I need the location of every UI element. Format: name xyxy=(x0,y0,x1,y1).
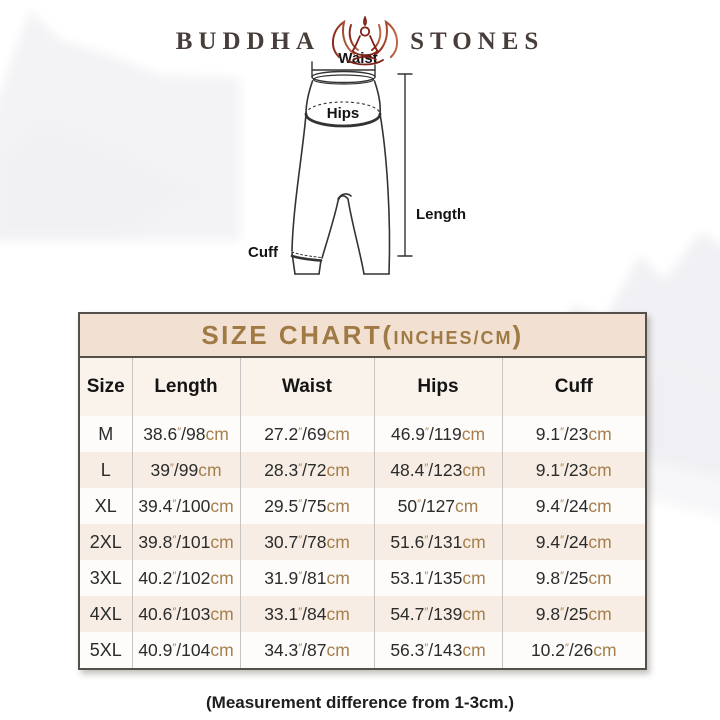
length-cell: 38.6″/98cm xyxy=(131,416,240,452)
pants-measurement-diagram: Waist Hips Length Cuff xyxy=(240,46,475,296)
table-row: 4XL 40.6″/103cm 33.1″/84cm 54.7″/139cm 9.8″/… xyxy=(80,596,645,632)
length-cell: 40.9″/104cm xyxy=(131,632,240,668)
measurement-footnote: (Measurement difference from 1-3cm.) xyxy=(206,693,514,712)
size-chart-title: SIZE CHART(INCHES/CM) xyxy=(80,314,645,358)
cuff-cell: 9.4″/24cm xyxy=(501,488,645,524)
size-cell: 2XL xyxy=(89,531,122,552)
hips-label: Hips xyxy=(327,105,360,122)
lotus-meditation-icon xyxy=(332,16,399,66)
length-cell: 39.4″/100cm xyxy=(131,488,240,524)
cuff-cell: 9.8″/25cm xyxy=(501,560,645,596)
waist-cell: 33.1″/84cm xyxy=(239,596,374,632)
hips-cell: 46.9″/119cm xyxy=(373,416,502,452)
table-row: L 39″/99cm 28.3″/72cm 48.4″/123cm 9.1″/23cm xyxy=(80,452,645,488)
brand-name-left: BUDDHA xyxy=(175,28,321,55)
size-table-header-row: Size Length Waist Hips Cuff xyxy=(80,358,645,416)
size-chart-title-main: SIZE CHART( xyxy=(201,320,394,350)
size-chart: SIZE CHART(INCHES/CM) Size Length Waist Hip… xyxy=(78,312,647,670)
cuff-cell: 9.8″/25cm xyxy=(501,596,645,632)
size-cell: 3XL xyxy=(89,567,122,588)
length-cell: 39.8″/101cm xyxy=(131,524,240,560)
cuff-cell: 9.1″/23cm xyxy=(501,452,645,488)
column-header-waist: Waist xyxy=(239,358,374,416)
length-cell: 40.2″/102cm xyxy=(131,560,240,596)
cuff-cell: 10.2″/26cm xyxy=(501,632,645,668)
column-header-hips: Hips xyxy=(373,358,502,416)
hips-cell: 48.4″/123cm xyxy=(373,452,502,488)
size-cell: M xyxy=(98,423,114,444)
waist-cell: 31.9″/81cm xyxy=(239,560,374,596)
waist-cell: 28.3″/72cm xyxy=(239,452,374,488)
cuff-label: Cuff xyxy=(248,244,279,261)
waist-cell: 29.5″/75cm xyxy=(239,488,374,524)
waist-cell: 30.7″/78cm xyxy=(239,524,374,560)
length-cell: 40.6″/103cm xyxy=(131,596,240,632)
length-label: Length xyxy=(416,206,466,223)
table-row: XL 39.4″/100cm 29.5″/75cm 50″/127cm 9.4″/24c… xyxy=(80,488,645,524)
brand-logo: BUDDHA STONES xyxy=(0,16,720,68)
size-chart-title-units: INCHES/CM xyxy=(393,328,513,348)
table-row: 5XL 40.9″/104cm 34.3″/87cm 56.3″/143cm 10.2″… xyxy=(80,632,645,668)
column-header-length: Length xyxy=(131,358,240,416)
cuff-cell: 9.1″/23cm xyxy=(501,416,645,452)
hips-cell: 56.3″/143cm xyxy=(373,632,502,668)
length-cell: 39″/99cm xyxy=(131,452,240,488)
size-cell: 4XL xyxy=(89,603,122,624)
hips-cell: 54.7″/139cm xyxy=(373,596,502,632)
table-row: M 38.6″/98cm 27.2″/69cm 46.9″/119cm 9.1″/23c… xyxy=(80,416,645,452)
size-chart-title-close: ) xyxy=(512,320,524,350)
brand-name-right: STONES xyxy=(410,28,545,55)
size-cell: L xyxy=(100,459,111,480)
table-row: 3XL 40.2″/102cm 31.9″/81cm 53.1″/135cm 9.8″/… xyxy=(80,560,645,596)
size-cell: 5XL xyxy=(89,639,122,660)
column-header-cuff: Cuff xyxy=(501,358,645,416)
hips-cell: 51.6″/131cm xyxy=(373,524,502,560)
size-table: Size Length Waist Hips Cuff M 38.6″/98cm 27.2″… xyxy=(80,358,645,668)
hips-cell: 50″/127cm xyxy=(373,488,502,524)
table-row: 2XL 39.8″/101cm 30.7″/78cm 51.6″/131cm 9.4″/… xyxy=(80,524,645,560)
column-header-size: Size xyxy=(80,358,132,416)
waist-cell: 34.3″/87cm xyxy=(239,632,374,668)
cuff-cell: 9.4″/24cm xyxy=(501,524,645,560)
hips-cell: 53.1″/135cm xyxy=(373,560,502,596)
size-cell: XL xyxy=(94,495,117,516)
waist-cell: 27.2″/69cm xyxy=(239,416,374,452)
